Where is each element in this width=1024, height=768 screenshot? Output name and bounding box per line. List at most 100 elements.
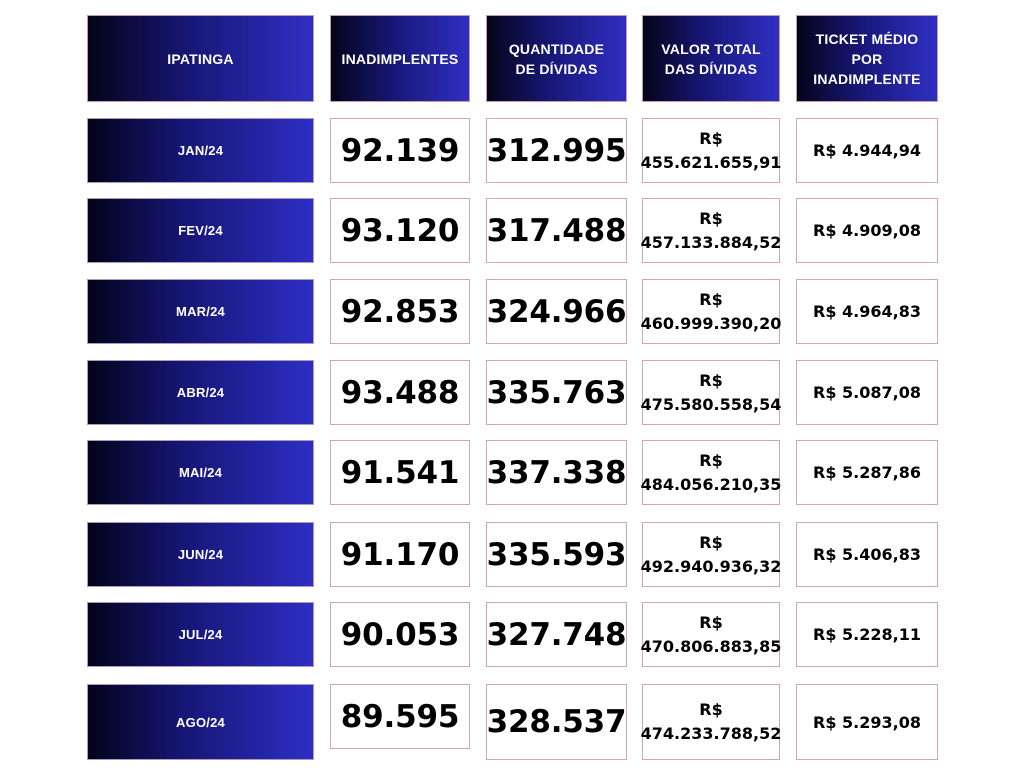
row-quantidade: 328.537 — [486, 684, 627, 760]
row-month: MAI/24 — [87, 440, 314, 505]
row-valor-currency: R$ — [699, 128, 723, 148]
row-valor: R$ 460.999.390,20 — [640, 279, 782, 344]
row-valor-currency: R$ — [699, 532, 723, 552]
row-valor: R$ 474.233.788,52 — [640, 684, 782, 760]
header-valor: VALOR TOTAL DAS DÍVIDAS — [642, 15, 780, 102]
row-inadimplentes: 92.853 — [330, 279, 470, 344]
row-ticket: R$ 4.909,08 — [796, 198, 938, 263]
row-inadimplentes: 90.053 — [330, 602, 470, 667]
row-quantidade: 337.338 — [486, 440, 627, 505]
row-ticket-value: R$ 5.293,08 — [813, 712, 921, 732]
row-month: JUL/24 — [87, 602, 314, 667]
row-inadimplentes-value: 91.170 — [340, 536, 460, 573]
header-valor-line2: DAS DÍVIDAS — [664, 60, 758, 77]
row-month-label: FEV/24 — [178, 223, 223, 238]
row-ticket-value: R$ 4.944,94 — [813, 141, 921, 160]
row-quantidade: 335.763 — [486, 360, 627, 425]
row-valor: R$ 470.806.883,85 — [640, 602, 782, 667]
row-ticket-value: R$ 5.406,83 — [813, 545, 921, 564]
row-ticket-value: R$ 5.087,08 — [813, 383, 921, 402]
row-inadimplentes-value: 91.541 — [340, 454, 460, 491]
header-valor-line1: VALOR TOTAL — [661, 40, 761, 57]
row-valor: R$ 475.580.558,54 — [640, 360, 782, 425]
header-quantidade-line2: DE DÍVIDAS — [515, 60, 598, 77]
header-ticket-line1: TICKET MÉDIO — [815, 30, 919, 47]
row-quantidade-value: 335.593 — [486, 536, 627, 573]
row-valor-value: 474.233.788,52 — [640, 724, 782, 743]
row-valor: R$ 484.056.210,35 — [640, 440, 782, 505]
row-quantidade-value: 327.748 — [486, 616, 627, 653]
row-inadimplentes-value: 90.053 — [340, 616, 460, 653]
row-month-label: JUL/24 — [178, 627, 223, 642]
header-quantidade-line1: QUANTIDADE — [508, 40, 605, 57]
row-inadimplentes-value: 92.853 — [340, 293, 460, 330]
row-quantidade: 327.748 — [486, 602, 627, 667]
row-quantidade-value: 324.966 — [486, 293, 627, 330]
row-inadimplentes-value: 89.595 — [340, 698, 460, 735]
row-quantidade: 312.995 — [486, 118, 627, 183]
row-quantidade-value: 337.338 — [486, 454, 627, 491]
row-inadimplentes: 93.488 — [330, 360, 470, 425]
row-month-label: JAN/24 — [177, 143, 224, 158]
row-ticket: R$ 5.287,86 — [796, 440, 938, 505]
row-valor: R$ 457.133.884,52 — [640, 198, 782, 263]
row-valor-value: 457.133.884,52 — [640, 232, 782, 252]
row-month: JUN/24 — [87, 522, 314, 587]
row-inadimplentes: 89.595 — [330, 684, 470, 749]
row-ticket: R$ 4.964,83 — [796, 279, 938, 344]
row-month: JAN/24 — [87, 118, 314, 183]
row-valor-currency: R$ — [699, 208, 723, 228]
row-inadimplentes: 91.541 — [330, 440, 470, 505]
row-valor-value: 470.806.883,85 — [640, 636, 782, 656]
row-ticket: R$ 5.228,11 — [796, 602, 938, 667]
header-ticket-line3: INADIMPLENTE — [813, 70, 921, 87]
row-valor-currency: R$ — [699, 450, 723, 470]
header-quantidade: QUANTIDADE DE DÍVIDAS — [486, 15, 627, 102]
row-inadimplentes: 91.170 — [330, 522, 470, 587]
row-ticket-value: R$ 5.228,11 — [813, 625, 921, 644]
row-valor: R$ 455.621.655,91 — [640, 118, 782, 183]
row-ticket-value: R$ 4.909,08 — [813, 221, 921, 240]
row-quantidade-value: 335.763 — [486, 374, 627, 411]
header-ticket-line2: POR — [851, 50, 883, 67]
row-valor: R$ 492.940.936,32 — [640, 522, 782, 587]
row-inadimplentes: 93.120 — [330, 198, 470, 263]
row-quantidade: 317.488 — [486, 198, 627, 263]
row-valor-value: 460.999.390,20 — [640, 313, 782, 333]
row-month: AGO/24 — [87, 684, 314, 760]
row-quantidade: 335.593 — [486, 522, 627, 587]
row-ticket-value: R$ 4.964,83 — [813, 302, 921, 321]
row-valor-currency: R$ — [699, 370, 723, 390]
row-quantidade: 324.966 — [486, 279, 627, 344]
row-inadimplentes-value: 92.139 — [340, 132, 460, 169]
row-month: FEV/24 — [87, 198, 314, 263]
header-ticket: TICKET MÉDIO POR INADIMPLENTE — [796, 15, 938, 102]
row-month-label: ABR/24 — [176, 385, 225, 400]
row-month: ABR/24 — [87, 360, 314, 425]
row-ticket-value: R$ 5.287,86 — [813, 463, 921, 482]
row-quantidade-value: 317.488 — [486, 212, 627, 249]
row-ticket: R$ 5.293,08 — [796, 684, 938, 760]
row-ticket: R$ 5.406,83 — [796, 522, 938, 587]
row-ticket: R$ 5.087,08 — [796, 360, 938, 425]
row-valor-value: 475.580.558,54 — [640, 394, 782, 414]
header-city-label: IPATINGA — [167, 50, 234, 67]
header-inadimplentes-label: INADIMPLENTES — [341, 50, 459, 67]
row-ticket: R$ 4.944,94 — [796, 118, 938, 183]
row-valor-currency: R$ — [699, 289, 723, 309]
row-month-label: AGO/24 — [176, 714, 225, 730]
row-month-label: MAR/24 — [176, 304, 225, 319]
row-month-label: JUN/24 — [177, 547, 224, 562]
row-month-label: MAI/24 — [178, 465, 223, 480]
header-city: IPATINGA — [87, 15, 314, 102]
row-valor-currency: R$ — [699, 612, 723, 632]
row-month: MAR/24 — [87, 279, 314, 344]
row-valor-value: 492.940.936,32 — [640, 556, 782, 576]
row-valor-currency: R$ — [699, 700, 723, 719]
row-quantidade-value: 312.995 — [486, 132, 627, 169]
row-valor-value: 484.056.210,35 — [640, 474, 782, 494]
row-quantidade-value: 328.537 — [486, 704, 627, 740]
header-inadimplentes: INADIMPLENTES — [330, 15, 470, 102]
row-valor-value: 455.621.655,91 — [640, 152, 782, 172]
row-inadimplentes: 92.139 — [330, 118, 470, 183]
